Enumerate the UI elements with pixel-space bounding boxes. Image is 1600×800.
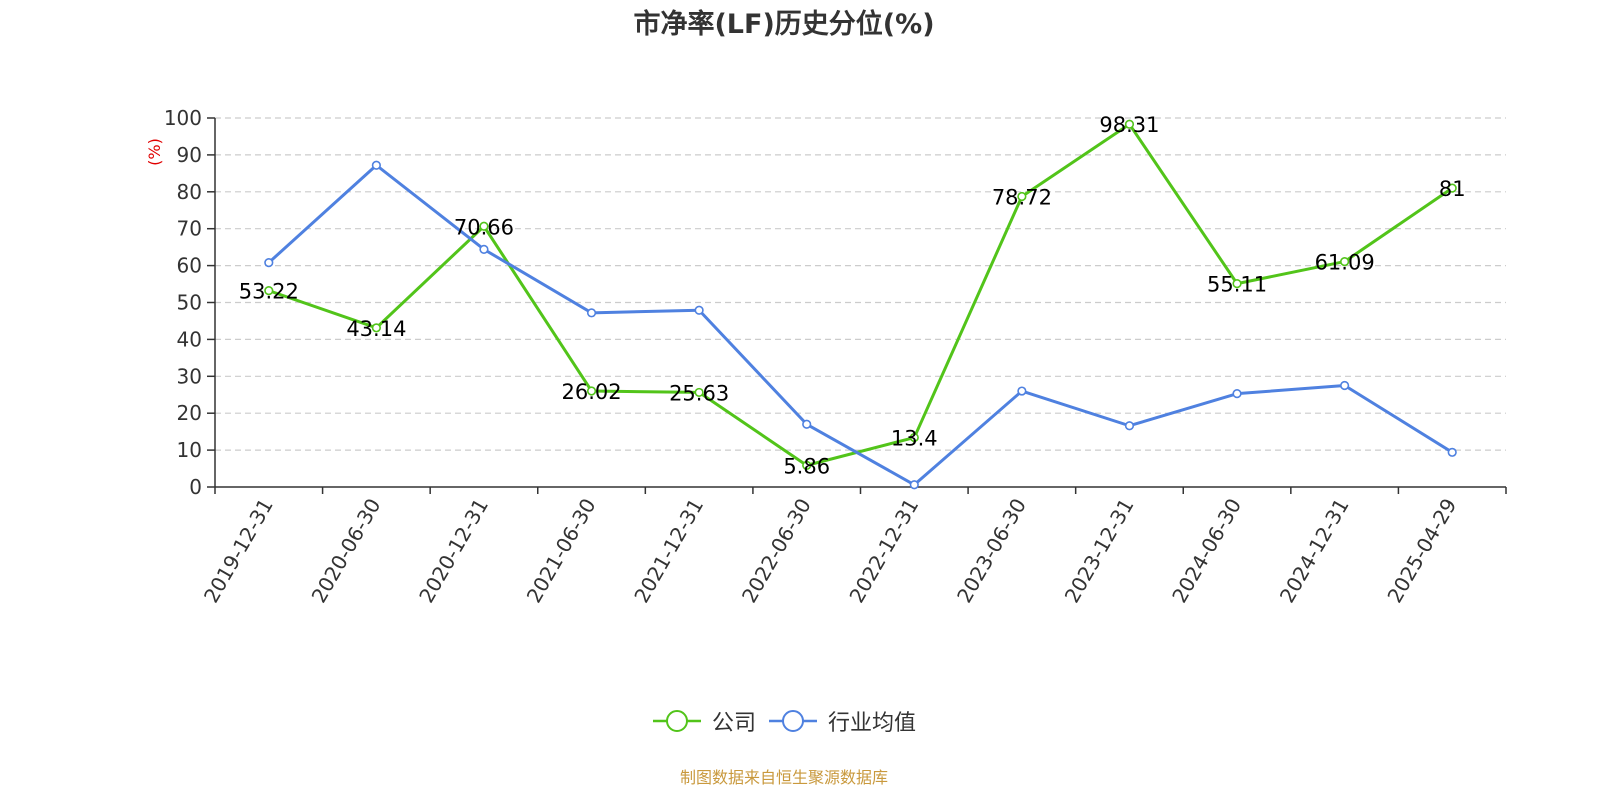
legend-item-0[interactable]: 公司 — [652, 705, 756, 737]
data-point — [802, 419, 812, 429]
data-label: 13.4 — [891, 427, 938, 451]
data-label: 98.31 — [1099, 113, 1159, 137]
data-point — [694, 305, 704, 315]
series — [264, 119, 1457, 490]
axes: 0 10 20 30 40 50 60 70 80 90 100 2019-12-31 2020-06-… — [164, 106, 1507, 607]
data-label: 43.14 — [346, 317, 406, 341]
data-label: 61.09 — [1315, 251, 1375, 275]
data-point — [371, 323, 381, 333]
x-tick-label: 2023-06-30 — [952, 494, 1031, 607]
data-point — [1017, 191, 1027, 202]
data-point — [909, 480, 919, 490]
data-label: 25.63 — [669, 381, 729, 405]
data-point — [1447, 183, 1457, 193]
legend-item-1[interactable]: 行业均值 — [768, 705, 916, 737]
data-point — [1447, 447, 1457, 457]
data-point — [1124, 421, 1135, 431]
y-tick-label: 0 — [189, 475, 202, 499]
x-tick-label: 2024-12-31 — [1275, 494, 1354, 607]
grid-lines — [215, 117, 1506, 451]
data-labels: 53.22 43.14 70.66 26.02 25.63 5.86 13.4 78.72 98… — [239, 113, 1466, 478]
x-tick-label: 2022-12-31 — [844, 494, 923, 607]
data-label: 5.86 — [783, 454, 830, 478]
data-point — [1232, 389, 1242, 399]
data-point — [479, 221, 489, 231]
data-label: 53.22 — [239, 280, 299, 304]
data-point — [1124, 119, 1135, 129]
data-point — [264, 286, 274, 296]
y-tick-label: 50 — [177, 291, 202, 315]
legend-circle — [665, 710, 688, 732]
x-tick-label: 2019-12-31 — [199, 494, 278, 607]
legend-label: 行业均值 — [828, 711, 917, 736]
legend: 公司 行业均值 — [0, 705, 1568, 738]
y-tick-label: 10 — [177, 438, 202, 462]
legend-label: 公司 — [711, 711, 756, 736]
data-label: 78.72 — [992, 186, 1052, 210]
data-point — [1232, 279, 1242, 289]
y-tick-label: 60 — [177, 254, 202, 278]
data-point — [371, 160, 381, 170]
legend-marker-icon — [769, 710, 817, 732]
x-tick-label: 2020-12-31 — [414, 494, 493, 607]
data-point — [909, 432, 919, 443]
legend-circle — [782, 710, 804, 732]
series-line-1 — [267, 163, 1453, 487]
x-tick-label: 2022-06-30 — [737, 494, 816, 607]
data-point — [1340, 256, 1350, 267]
series-line-0 — [268, 122, 1454, 467]
legend-marker-icon — [652, 710, 701, 732]
data-point — [1340, 380, 1350, 391]
data-point — [1017, 386, 1027, 396]
data-label: 55.11 — [1207, 273, 1267, 297]
data-point — [479, 244, 489, 254]
y-tick-label: 80 — [177, 180, 202, 204]
y-tick-label: 20 — [177, 401, 202, 425]
x-tick-label: 2025-04-29 — [1382, 494, 1461, 607]
x-tick-label: 2021-06-30 — [522, 494, 601, 607]
source-note: 制图数据来自恒生聚源数据库 — [679, 768, 888, 787]
y-axis-label: (%) — [145, 138, 164, 166]
x-tick-label: 2023-12-31 — [1060, 494, 1139, 607]
y-tick-label: 90 — [177, 143, 202, 167]
data-point — [586, 386, 597, 396]
data-point — [586, 308, 597, 318]
x-tick-label: 2024-06-30 — [1167, 494, 1246, 607]
y-tick-label: 70 — [177, 217, 202, 241]
chart-title: 市净率(LF)历史分位(%) — [633, 9, 935, 40]
data-point — [694, 387, 704, 398]
x-tick-label: 2020-06-30 — [307, 494, 386, 607]
data-label: 81 — [1439, 177, 1466, 201]
data-label: 26.02 — [561, 380, 621, 404]
y-tick-label: 30 — [177, 364, 202, 388]
data-point — [802, 460, 812, 470]
data-point — [264, 258, 274, 268]
data-label: 70.66 — [454, 215, 514, 239]
y-tick-label: 100 — [164, 106, 202, 130]
y-tick-label: 40 — [177, 327, 202, 351]
x-tick-label: 2021-12-31 — [629, 494, 708, 607]
